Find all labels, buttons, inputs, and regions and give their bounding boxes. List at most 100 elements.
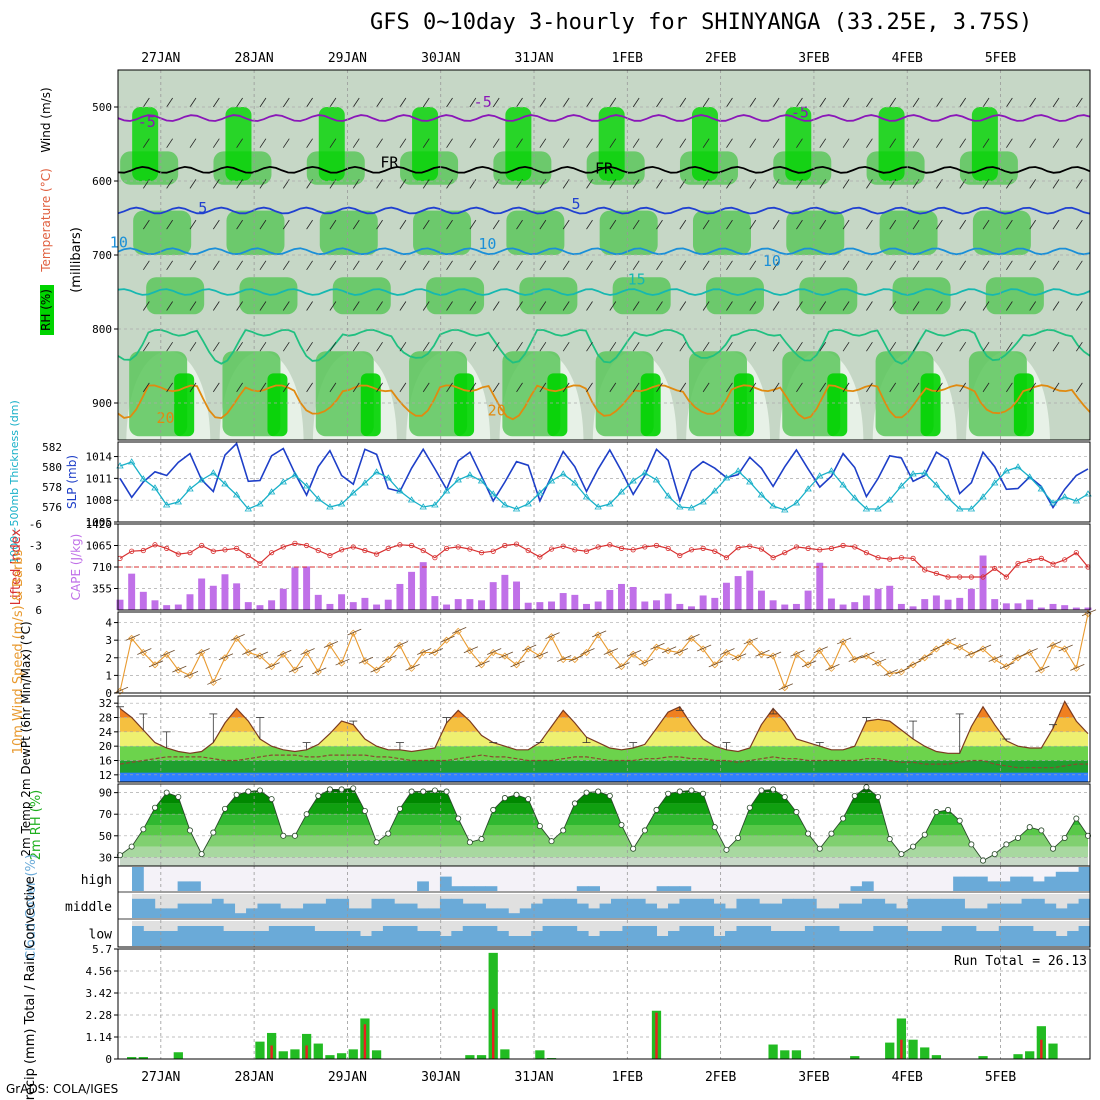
wind-barb — [702, 138, 710, 148]
cape-bar — [792, 603, 800, 610]
date-label-bottom: 27JAN — [141, 1070, 180, 1085]
wind-barb — [632, 382, 640, 393]
cloud-cell — [656, 936, 669, 946]
wind-barb — [352, 382, 360, 393]
temperature-frame — [117, 695, 1091, 783]
wind-barb-10m — [941, 637, 957, 645]
wind-barb — [819, 382, 827, 393]
thickness-point — [536, 489, 544, 496]
precip-convective-bar — [305, 1045, 308, 1059]
rh-point — [758, 787, 765, 794]
y-tick-label: 0 — [105, 687, 112, 700]
lifted-index-point — [222, 547, 228, 553]
temp-base-band — [120, 772, 1088, 782]
wind-barb — [772, 341, 780, 352]
cape-bar — [151, 600, 159, 610]
rh-moist-area — [688, 351, 747, 437]
rh-point — [606, 792, 613, 799]
precip-total-bar — [535, 1050, 545, 1059]
cloud-cell — [177, 881, 190, 891]
wind-barb-10m — [580, 648, 595, 655]
wind-barb — [866, 97, 873, 108]
wind-barb — [609, 179, 617, 189]
cape-bar — [1026, 599, 1034, 610]
lifted-index-point — [292, 540, 298, 546]
y-tick-label: 32 — [99, 697, 112, 710]
wind-barb-10m — [1058, 644, 1073, 652]
cloud-cell — [1021, 898, 1034, 918]
cloud-cell — [907, 931, 920, 946]
cape-bar — [851, 602, 859, 610]
cloud-cell — [998, 926, 1011, 946]
cloud-cell — [531, 903, 543, 918]
cape-bar — [769, 600, 777, 610]
thickness-point — [139, 475, 148, 482]
y-tick-label: 4.56 — [86, 965, 113, 978]
rh-point — [338, 786, 345, 793]
cloud-cell — [861, 931, 874, 946]
dewpoint-line — [119, 754, 1088, 769]
wind-barb — [1076, 301, 1083, 311]
rh-saturated-area — [640, 373, 661, 437]
wind-barb — [516, 219, 523, 230]
wind-barb-10m — [277, 649, 292, 657]
lifted-index-point — [933, 570, 939, 577]
lifted-index-point — [758, 546, 765, 552]
wind-barb — [1029, 341, 1037, 352]
wind-barb-10m — [813, 646, 828, 654]
lifted-index-point — [817, 547, 823, 553]
cape-bar — [1072, 607, 1080, 610]
rh-saturated-area — [225, 107, 252, 181]
contour-label: 10 — [110, 234, 128, 252]
precip-total-bar — [336, 1053, 347, 1059]
wind-barb — [959, 301, 967, 311]
date-label-top: 2FEB — [705, 51, 736, 66]
cloud-cell — [200, 926, 213, 946]
thickness-point — [1049, 499, 1057, 506]
cloud-cell — [1010, 926, 1022, 946]
rh-point — [746, 804, 753, 811]
rh-band — [120, 792, 1088, 804]
rh-saturated-area — [1013, 373, 1034, 437]
precip-convective-bar — [655, 1012, 658, 1059]
cloud-cell — [975, 931, 988, 946]
cape-bar — [559, 593, 567, 610]
thickness-point — [232, 491, 241, 498]
thickness-point — [921, 469, 929, 476]
thickness-point — [606, 500, 614, 507]
wind-barb — [399, 97, 407, 108]
cape-bar — [1049, 603, 1057, 610]
temperature-line — [119, 700, 1089, 754]
rh-point — [1085, 832, 1092, 839]
rh-point — [875, 793, 882, 800]
run-total: Run Total = 26.13 — [954, 954, 1087, 969]
wind-barb — [866, 179, 873, 189]
wind-barb — [912, 341, 920, 352]
wind-barb — [1076, 138, 1083, 148]
cloud-cell — [656, 886, 669, 891]
cloud-cell — [1067, 871, 1079, 891]
wind-barb — [936, 260, 943, 271]
thickness-point — [1025, 473, 1034, 480]
wind-barb — [679, 341, 687, 352]
wind-barb — [796, 382, 803, 393]
wind-barb-10m — [848, 655, 863, 662]
rh-band — [120, 814, 1088, 825]
rh-moist-area — [315, 351, 374, 437]
wind-barb-10m — [755, 649, 770, 657]
wind-barb — [889, 138, 897, 148]
wind-barb-10m — [1081, 609, 1097, 617]
wind-barb-10m — [137, 648, 152, 655]
cloud-cell — [132, 898, 144, 918]
cape-bar — [932, 595, 940, 610]
wind-barb — [796, 260, 803, 271]
lifted-index-point — [910, 555, 916, 562]
wind-barb — [539, 260, 547, 271]
cape-bar — [886, 585, 894, 610]
lifted-tick-label: 0 — [35, 561, 42, 574]
cloud-cell — [804, 898, 817, 918]
wind-barb — [469, 138, 477, 148]
precip-total-bar — [978, 1056, 988, 1059]
cape-bar — [967, 588, 975, 610]
cape-bar — [979, 555, 987, 610]
